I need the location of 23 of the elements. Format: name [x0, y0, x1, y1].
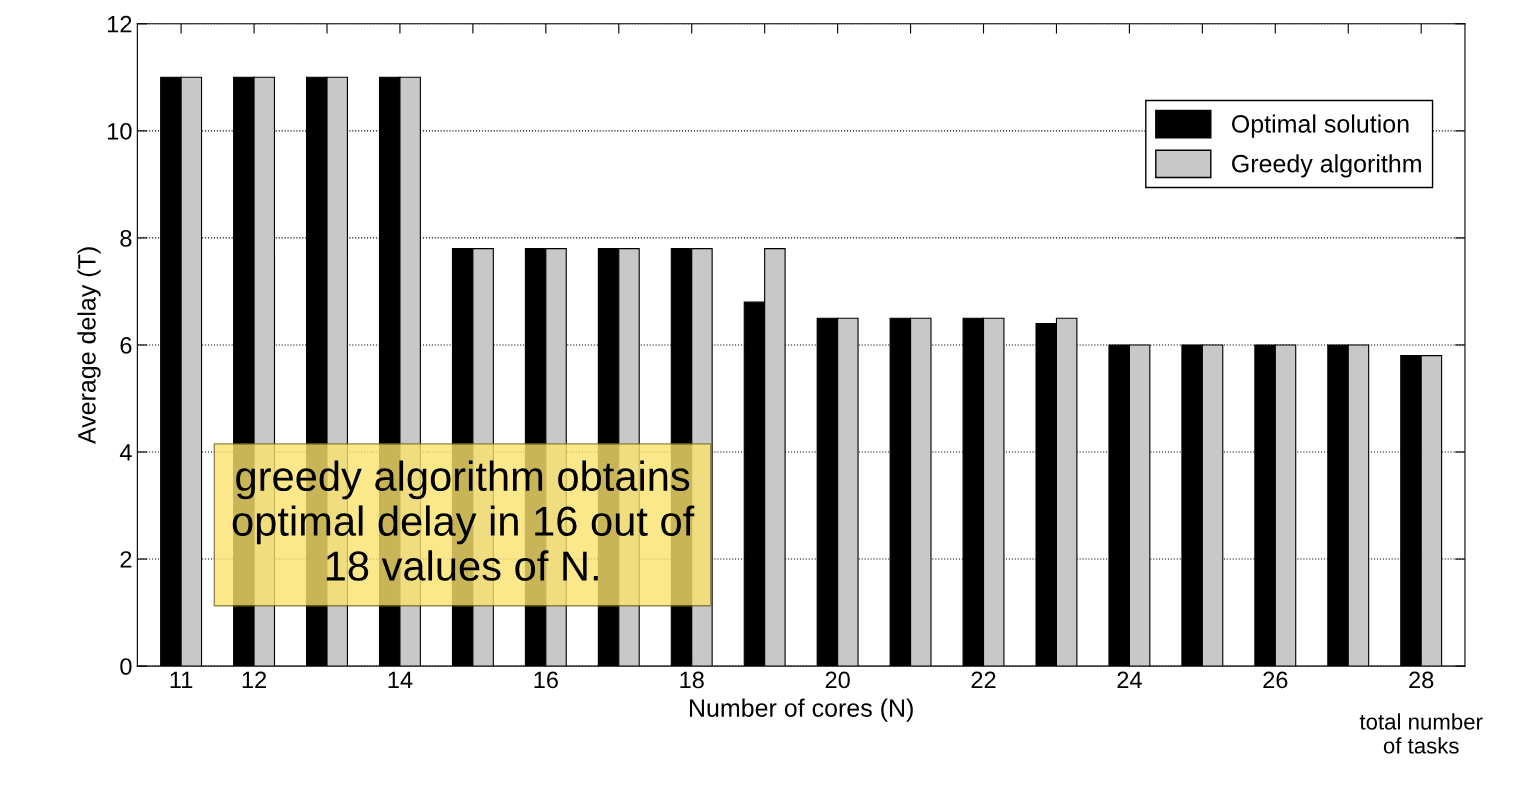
y-tick-label: 6 — [120, 337, 132, 354]
annotation: greedy algorithm obtains optimal delay in 16 out of 18 values of N. — [232, 460, 695, 581]
x-tick-label: 11 — [170, 671, 193, 689]
x-tick-label: 24 — [1117, 671, 1142, 689]
x-tick-label: 12 — [242, 671, 266, 689]
legend-label: Optimal solution — [1231, 114, 1409, 138]
x-tick-label: 22 — [971, 671, 996, 689]
legend-label: Greedy algorithm — [1232, 154, 1421, 178]
x-tick-label: 14 — [388, 671, 413, 689]
y-tick-label: 2 — [120, 551, 132, 568]
y-tick-label: 8 — [120, 229, 132, 247]
text: total number of tasks — [1359, 713, 1483, 754]
y-tick-label: 4 — [119, 444, 132, 461]
x-tick-label: 20 — [825, 671, 850, 689]
x-axis-title: Number of cores (N) — [689, 698, 913, 722]
x-tick-label: 28 — [1409, 671, 1434, 689]
x-tick-label: 26 — [1263, 671, 1288, 689]
y-tick-label: 0 — [120, 658, 132, 675]
x-tick-label: 16 — [534, 671, 558, 689]
y-axis-title: Average delay (T) — [77, 247, 101, 445]
x-tick-label: 18 — [680, 671, 704, 689]
y-tick-label: 12 — [108, 15, 132, 33]
y-tick-label: 10 — [108, 122, 132, 140]
